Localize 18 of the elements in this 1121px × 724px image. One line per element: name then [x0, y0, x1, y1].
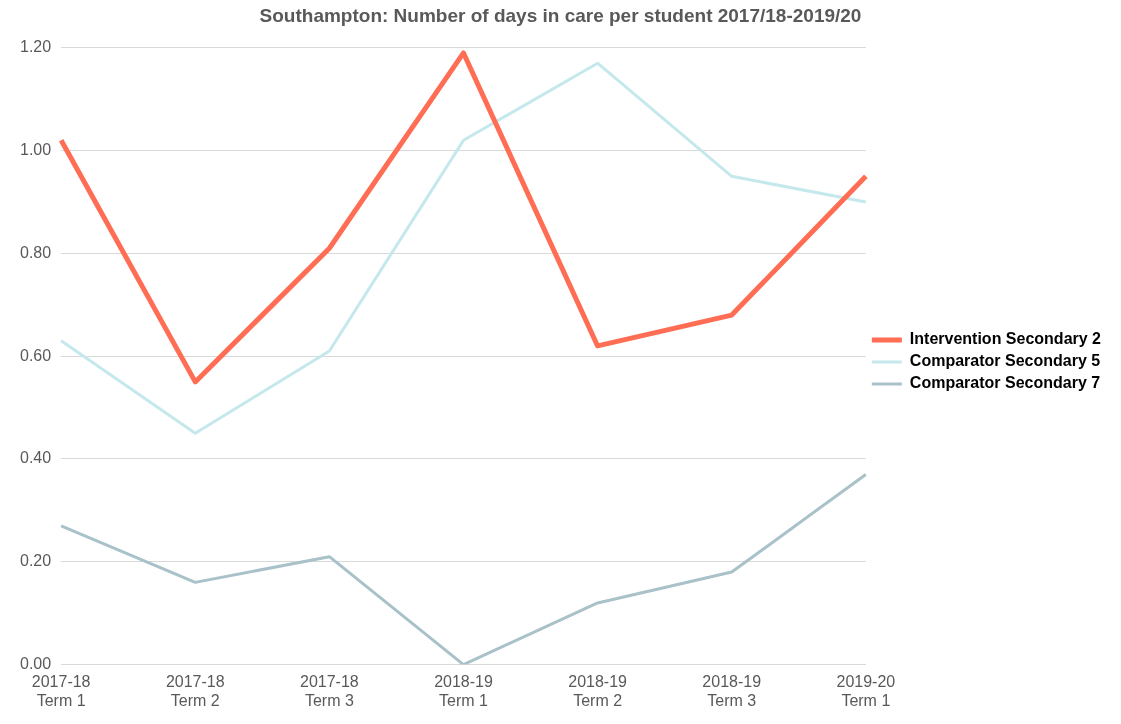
y-tick-label: 0.00 [20, 655, 52, 673]
legend-label: Comparator Secondary 7 [909, 374, 1101, 392]
legend-label: Intervention Secondary 2 [909, 330, 1102, 348]
x-tick-label: 2019-20 Term 1 [836, 672, 896, 709]
legend-label: Comparator Secondary 5 [909, 352, 1101, 370]
y-tick-label: 0.20 [20, 552, 52, 570]
x-tick-label: 2018-19 Term 1 [434, 672, 493, 709]
x-tick-label: 2017-18 Term 3 [300, 672, 359, 709]
y-tick-label: 0.60 [20, 346, 52, 364]
y-tick-label: 1.00 [20, 141, 52, 159]
x-tick-label: 2018-19 Term 2 [568, 672, 628, 709]
x-tick-label: 2017-18 Term 1 [31, 672, 91, 709]
chart-title: Southampton: Number of days in care per student 2017/18-2019/20 [259, 4, 862, 26]
y-tick-label: 0.40 [20, 449, 52, 467]
y-tick-label: 0.80 [20, 243, 52, 261]
y-tick-label: 1.20 [20, 38, 52, 56]
x-tick-label: 2017-18 Term 2 [165, 672, 225, 709]
x-tick-label: 2018-19 Term 3 [702, 672, 762, 709]
